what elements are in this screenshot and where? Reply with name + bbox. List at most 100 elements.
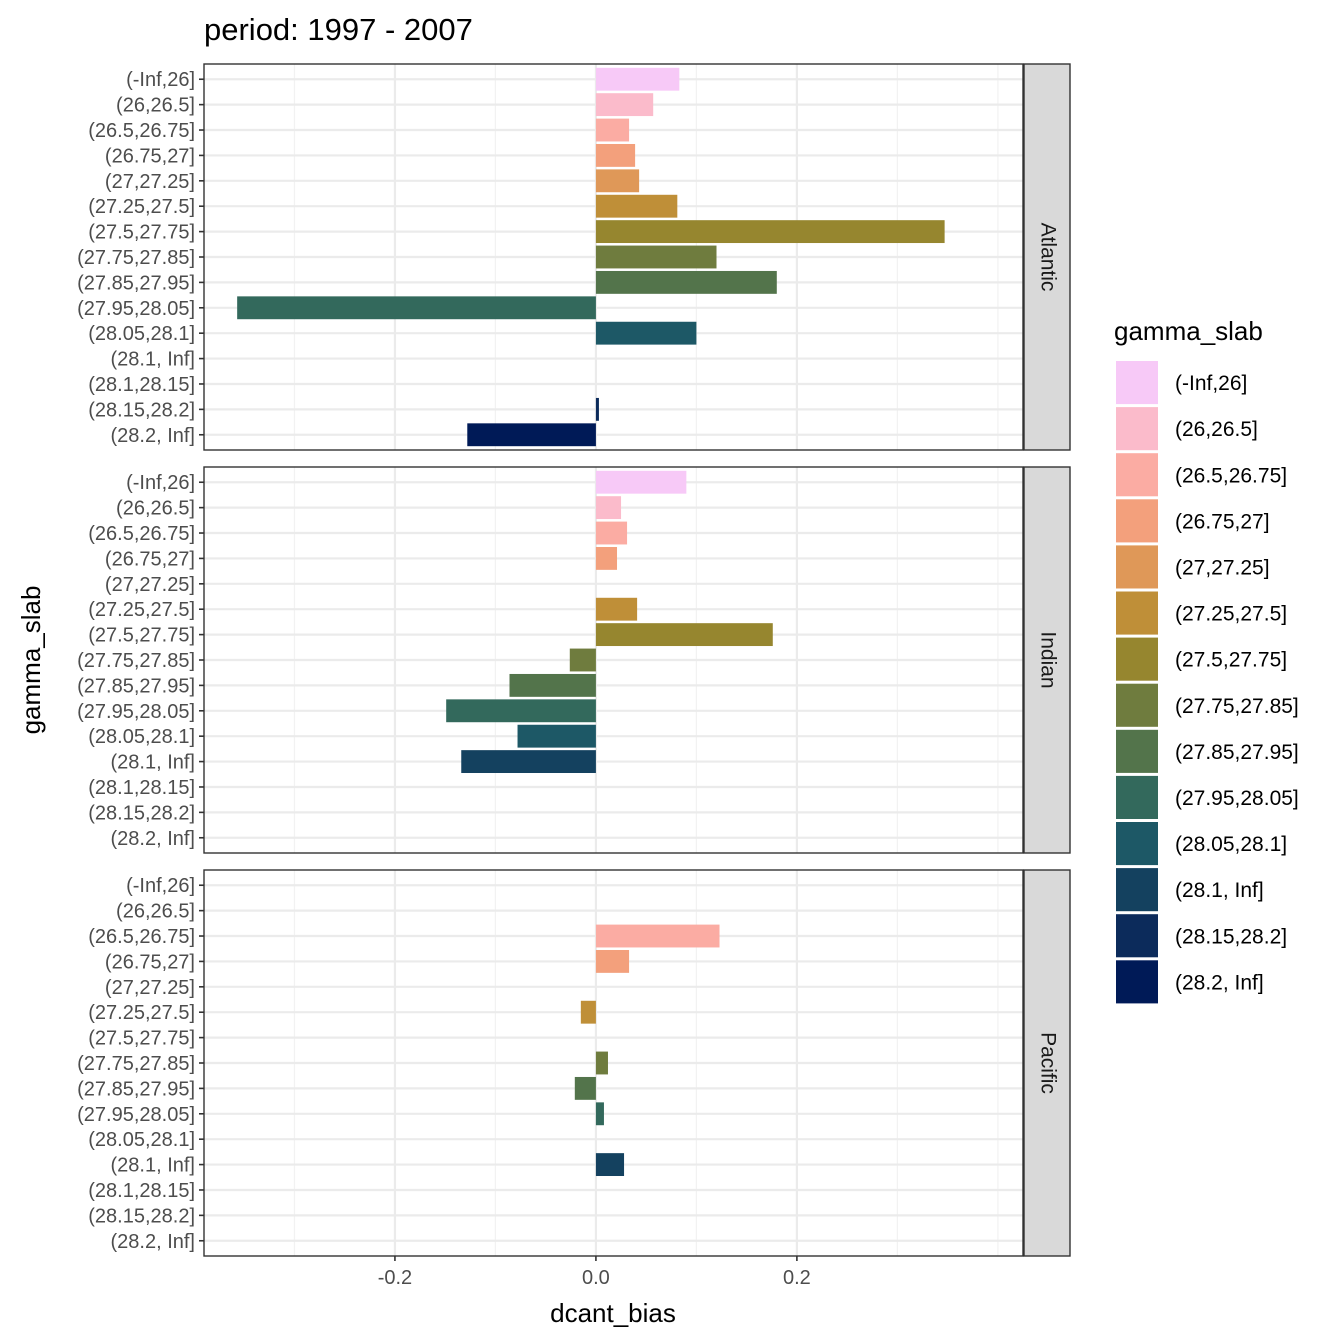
- y-tick-label: (26,26.5]: [116, 901, 195, 923]
- bar: [595, 143, 636, 167]
- facet-panel-pacific: (-Inf,26] (26,26.5] (26.5,26.75] (26.75,27]…: [77, 869, 1071, 1257]
- y-axis-title: gamma_slab: [16, 586, 46, 735]
- x-tick-label: 0.2: [783, 1267, 811, 1289]
- bar: [595, 546, 618, 570]
- bar: [595, 93, 654, 117]
- y-tick-label: (27.5,27.75]: [88, 222, 195, 244]
- bar: [595, 321, 697, 345]
- legend: gamma_slab (-Inf,26] (26,26.5] (26.5,26.75…: [1114, 316, 1299, 1004]
- y-tick-label: (28.2, Inf]: [111, 828, 196, 850]
- legend-key: [1116, 822, 1158, 866]
- bar: [595, 1153, 625, 1177]
- legend-key: [1116, 775, 1158, 819]
- y-tick-label: (27,27.25]: [105, 574, 195, 596]
- y-tick-label: (28.1, Inf]: [111, 1155, 196, 1177]
- legend-label: (27.5,27.75]: [1175, 649, 1287, 672]
- bar: [517, 724, 596, 748]
- bar: [595, 470, 687, 494]
- legend-label: (28.1, Inf]: [1175, 879, 1264, 902]
- bar: [595, 949, 630, 973]
- y-tick-label: (26,26.5]: [116, 498, 195, 520]
- legend-label: (26,26.5]: [1175, 418, 1258, 441]
- legend-key: [1116, 591, 1158, 635]
- legend-label: (26.75,27]: [1175, 510, 1270, 533]
- y-tick-label: (27.25,27.5]: [88, 1002, 195, 1024]
- legend-label: (27.75,27.85]: [1175, 695, 1299, 718]
- y-tick-label: (27.5,27.75]: [88, 1028, 195, 1050]
- bar: [509, 673, 596, 697]
- y-tick-label: (27.25,27.5]: [88, 196, 195, 218]
- legend-label: (27,27.25]: [1175, 556, 1270, 579]
- y-tick-label: (26.75,27]: [105, 145, 195, 167]
- legend-label: (28.05,28.1]: [1175, 833, 1287, 856]
- y-tick-label: (27.95,28.05]: [77, 701, 195, 723]
- legend-label: (27.25,27.5]: [1175, 603, 1287, 626]
- legend-label: (-Inf,26]: [1175, 372, 1247, 395]
- bar: [595, 623, 773, 647]
- y-tick-label: (28.05,28.1]: [88, 726, 195, 748]
- legend-title: gamma_slab: [1114, 316, 1263, 346]
- bar: [595, 220, 945, 244]
- y-tick-label: (26.5,26.75]: [88, 523, 195, 545]
- facet-strip: [1023, 63, 1071, 451]
- legend-key: [1116, 914, 1158, 958]
- y-tick-label: (27.85,27.95]: [77, 272, 195, 294]
- y-tick-label: (27.75,27.85]: [77, 1053, 195, 1075]
- y-tick-label: (28.1,28.15]: [88, 374, 195, 396]
- legend-label: (27.85,27.95]: [1175, 741, 1299, 764]
- bar: [595, 521, 628, 545]
- legend-key: [1116, 960, 1158, 1004]
- bar: [595, 270, 777, 294]
- legend-label: (27.95,28.05]: [1175, 787, 1299, 810]
- legend-label: (26.5,26.75]: [1175, 464, 1287, 487]
- facet-panel-atlantic: (-Inf,26] (26,26.5] (26.5,26.75] (26.75,27]…: [77, 63, 1071, 451]
- bar: [595, 496, 622, 520]
- facet-strip: [1023, 466, 1071, 854]
- bar: [569, 648, 596, 672]
- bar: [595, 169, 640, 193]
- y-tick-label: (27.25,27.5]: [88, 599, 195, 621]
- y-tick-label: (27.75,27.85]: [77, 247, 195, 269]
- y-tick-label: (28.15,28.2]: [88, 1205, 195, 1227]
- bar: [595, 194, 678, 218]
- legend-key: [1116, 407, 1158, 451]
- bar: [595, 397, 599, 421]
- y-tick-label: (28.15,28.2]: [88, 802, 195, 824]
- y-tick-label: (27,27.25]: [105, 977, 195, 999]
- x-axis: -0.2 0.0 0.2: [378, 1256, 811, 1289]
- y-tick-label: (27.95,28.05]: [77, 298, 195, 320]
- bar: [467, 423, 596, 447]
- y-tick-label: (27,27.25]: [105, 171, 195, 193]
- x-axis-title: dcant_bias: [550, 1298, 676, 1328]
- bar: [574, 1076, 596, 1100]
- y-tick-label: (26.75,27]: [105, 548, 195, 570]
- x-tick-label: 0.0: [582, 1267, 610, 1289]
- facet-strip: [1023, 869, 1071, 1257]
- legend-key: [1116, 453, 1158, 497]
- y-tick-label: (27.75,27.85]: [77, 650, 195, 672]
- facet-panel-indian: (-Inf,26] (26,26.5] (26.5,26.75] (26.75,27]…: [77, 466, 1071, 854]
- y-tick-label: (27.85,27.95]: [77, 1078, 195, 1100]
- bar: [580, 1000, 596, 1024]
- bar: [446, 699, 596, 723]
- legend-label: (28.2, Inf]: [1175, 971, 1264, 994]
- y-tick-label: (27.5,27.75]: [88, 625, 195, 647]
- legend-key: [1116, 868, 1158, 912]
- y-tick-label: (-Inf,26]: [126, 69, 195, 91]
- bar: [595, 67, 680, 91]
- chart-title: period: 1997 - 2007: [204, 12, 473, 47]
- y-tick-label: (26,26.5]: [116, 95, 195, 117]
- y-tick-label: (28.2, Inf]: [111, 1231, 196, 1253]
- y-tick-label: (28.05,28.1]: [88, 323, 195, 345]
- legend-key: [1116, 637, 1158, 681]
- legend-label: (28.15,28.2]: [1175, 925, 1287, 948]
- legend-key: [1116, 729, 1158, 773]
- facet-strip-label: Indian: [1036, 631, 1059, 688]
- bar: [595, 1051, 608, 1075]
- bar: [595, 924, 720, 948]
- bar: [595, 597, 638, 621]
- facet-strip-label: Pacific: [1036, 1032, 1059, 1094]
- bar: [237, 296, 596, 320]
- y-tick-label: (26.5,26.75]: [88, 926, 195, 948]
